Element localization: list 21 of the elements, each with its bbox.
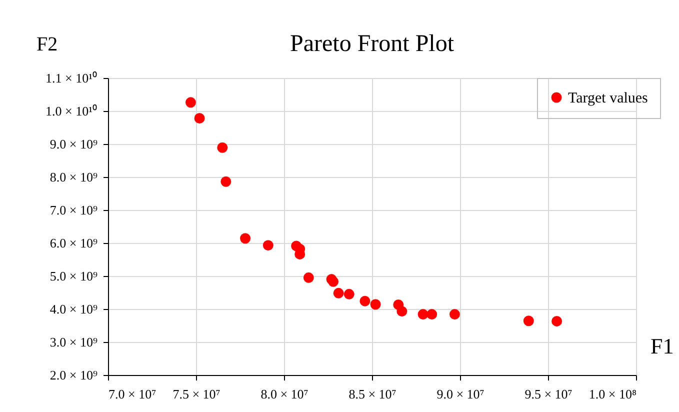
x-tick-label: 8.5 × 10⁷ — [348, 386, 396, 402]
x-tick-label: 7.5 × 10⁷ — [172, 386, 220, 402]
x-tick-label: 8.0 × 10⁷ — [260, 386, 308, 402]
x-tick-label: 9.0 × 10⁷ — [436, 386, 484, 402]
y-tick-label: 1.0 × 10¹⁰ — [46, 104, 98, 118]
y-tick-label: 1.1 × 10¹⁰ — [46, 70, 98, 86]
x-tick-label: 9.5 × 10⁷ — [524, 386, 572, 402]
x-tick-label: 7.0 × 10⁷ — [108, 386, 156, 402]
y-axis-title: F2 — [36, 34, 58, 56]
y-tick-label: 6.0 × 10⁹ — [50, 236, 98, 250]
y-tick-label: 4.0 × 10⁹ — [50, 302, 98, 316]
x-axis-title: F1 — [650, 334, 674, 358]
y-tick-label: 5.0 × 10⁹ — [50, 268, 98, 284]
x-tick-label: 1.0 × 10⁸ — [588, 386, 637, 402]
y-tick-label: 7.0 × 10⁹ — [50, 202, 98, 218]
chart-title: Pareto Front Plot — [290, 31, 454, 57]
y-tick-label: 2.0 × 10⁹ — [50, 368, 98, 382]
y-tick-label: 8.0 × 10⁹ — [50, 170, 98, 184]
legend-label: Target values — [568, 90, 648, 106]
y-tick-label: 3.0 × 10⁹ — [50, 334, 98, 350]
y-tick-label: 9.0 × 10⁹ — [50, 136, 98, 152]
